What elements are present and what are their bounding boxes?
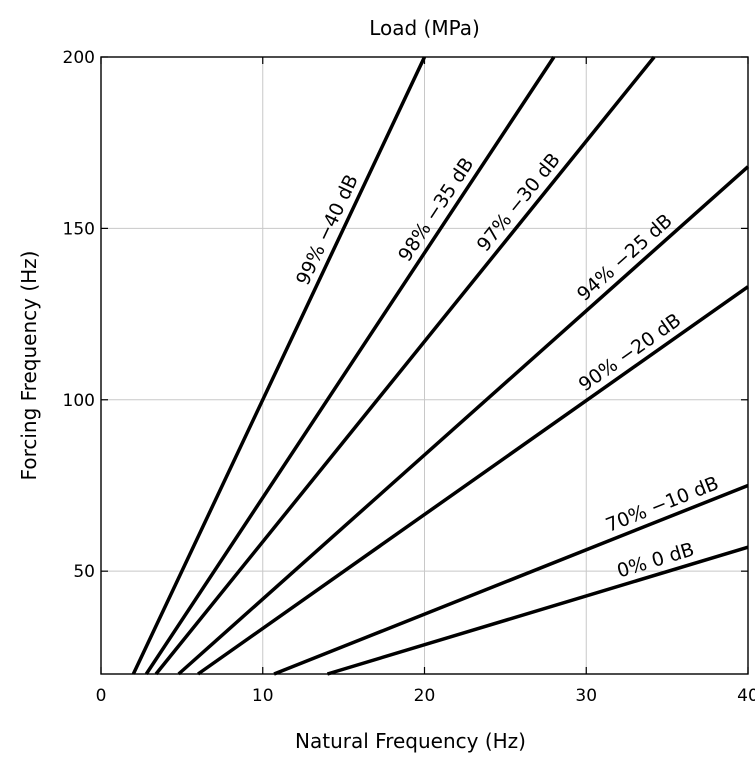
series-line bbox=[273, 483, 749, 676]
series-label: 98% −35 dB bbox=[394, 154, 478, 266]
series-label: 94% −25 dB bbox=[573, 210, 677, 306]
series-line bbox=[144, 56, 556, 675]
series-label: 99% −40 dB bbox=[292, 171, 363, 288]
x-tick-label: 20 bbox=[414, 686, 436, 706]
y-tick-label: 200 bbox=[63, 48, 95, 68]
y-tick-label: 150 bbox=[63, 219, 95, 239]
x-tick-label: 30 bbox=[575, 686, 597, 706]
y-axis-title: Forcing Frequency (Hz) bbox=[17, 251, 41, 481]
y-tick-label: 50 bbox=[73, 562, 95, 582]
y-tick-label: 100 bbox=[63, 391, 95, 411]
x-axis-title: Natural Frequency (Hz) bbox=[295, 729, 526, 753]
axis-ticks: 0 10 20 30 40 50 100 150 200 bbox=[63, 48, 755, 706]
grid bbox=[101, 57, 748, 674]
series-lines bbox=[131, 55, 750, 676]
series-line bbox=[197, 285, 750, 676]
series-line bbox=[326, 545, 749, 676]
series-label: 90% −20 dB bbox=[575, 309, 685, 396]
x-tick-label: 40 bbox=[737, 686, 755, 706]
x-tick-label: 10 bbox=[252, 686, 274, 706]
x-tick-label: 0 bbox=[96, 686, 107, 706]
series-line bbox=[131, 56, 427, 675]
series-line bbox=[177, 165, 750, 676]
series-line bbox=[154, 55, 656, 676]
chart-title: Load (MPa) bbox=[369, 16, 480, 40]
series-label: 97% −30 dB bbox=[473, 149, 565, 256]
